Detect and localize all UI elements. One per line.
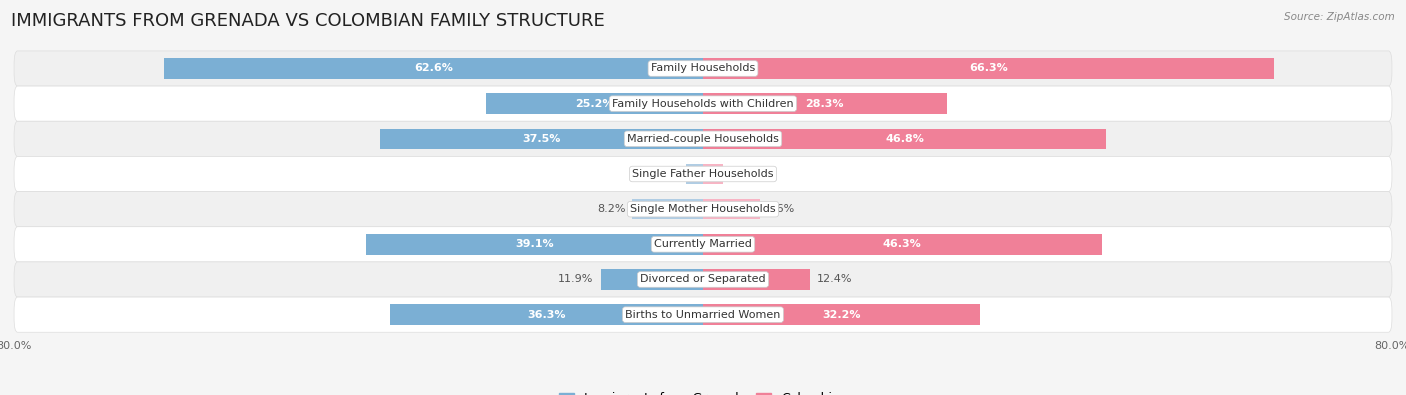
Text: 25.2%: 25.2% <box>575 99 614 109</box>
Text: 2.3%: 2.3% <box>730 169 758 179</box>
Text: 62.6%: 62.6% <box>413 64 453 73</box>
Bar <box>367 234 703 254</box>
Text: 2.0%: 2.0% <box>651 169 679 179</box>
Bar <box>703 58 1274 79</box>
Text: Family Households: Family Households <box>651 64 755 73</box>
FancyBboxPatch shape <box>14 156 1392 192</box>
Text: 6.6%: 6.6% <box>766 204 794 214</box>
FancyBboxPatch shape <box>14 262 1392 297</box>
Text: Currently Married: Currently Married <box>654 239 752 249</box>
Bar <box>391 305 703 325</box>
Text: 39.1%: 39.1% <box>516 239 554 249</box>
Legend: Immigrants from Grenada, Colombian: Immigrants from Grenada, Colombian <box>554 387 852 395</box>
Bar <box>600 269 703 290</box>
Text: 37.5%: 37.5% <box>523 134 561 144</box>
Bar <box>703 305 980 325</box>
Text: 46.3%: 46.3% <box>883 239 922 249</box>
Text: Births to Unmarried Women: Births to Unmarried Women <box>626 310 780 320</box>
Bar <box>703 94 946 114</box>
Text: Single Mother Households: Single Mother Households <box>630 204 776 214</box>
Text: 46.8%: 46.8% <box>886 134 924 144</box>
Bar <box>633 199 703 219</box>
Text: Family Households with Children: Family Households with Children <box>612 99 794 109</box>
Text: 66.3%: 66.3% <box>969 64 1008 73</box>
FancyBboxPatch shape <box>14 227 1392 262</box>
FancyBboxPatch shape <box>14 121 1392 156</box>
Text: IMMIGRANTS FROM GRENADA VS COLOMBIAN FAMILY STRUCTURE: IMMIGRANTS FROM GRENADA VS COLOMBIAN FAM… <box>11 12 605 30</box>
Text: 11.9%: 11.9% <box>558 275 593 284</box>
Bar <box>686 164 703 184</box>
Text: Divorced or Separated: Divorced or Separated <box>640 275 766 284</box>
Bar <box>703 269 810 290</box>
Bar <box>380 129 703 149</box>
Text: 32.2%: 32.2% <box>823 310 860 320</box>
FancyBboxPatch shape <box>14 86 1392 121</box>
FancyBboxPatch shape <box>14 51 1392 86</box>
Bar <box>703 129 1107 149</box>
FancyBboxPatch shape <box>14 297 1392 332</box>
Text: Single Father Households: Single Father Households <box>633 169 773 179</box>
Bar <box>703 199 759 219</box>
Text: Source: ZipAtlas.com: Source: ZipAtlas.com <box>1284 12 1395 22</box>
Bar <box>703 234 1102 254</box>
Bar <box>165 58 703 79</box>
Bar <box>703 164 723 184</box>
Text: 12.4%: 12.4% <box>817 275 852 284</box>
Text: 8.2%: 8.2% <box>598 204 626 214</box>
Text: 28.3%: 28.3% <box>806 99 844 109</box>
FancyBboxPatch shape <box>14 192 1392 227</box>
Text: 36.3%: 36.3% <box>527 310 567 320</box>
Text: Married-couple Households: Married-couple Households <box>627 134 779 144</box>
Bar <box>486 94 703 114</box>
